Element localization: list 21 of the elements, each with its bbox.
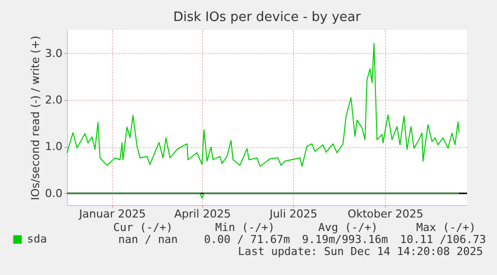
y-tick-label: 2.0 [45, 94, 62, 106]
text: 9.19m/993.16m [302, 233, 388, 246]
text: Last update: Sun Dec 14 14:20:08 2025 [238, 245, 483, 258]
x-tick-label: April 2025 [174, 208, 231, 220]
line-series [66, 43, 460, 167]
y-tick-label: 1.0 [45, 140, 62, 154]
y-tick-label: 0.0 [45, 186, 62, 200]
text: 0.00 / 71.67m [204, 233, 290, 246]
text: Min (-/+) [215, 221, 275, 234]
chart-title: Disk IOs per device - by year [173, 10, 362, 25]
x-tick-label: Juli 2025 [268, 208, 318, 220]
x-tick-label: Januar 2025 [78, 208, 146, 220]
text: Cur (-/+) [113, 221, 173, 234]
text: nan / nan [118, 233, 178, 246]
y-tick-label: 3.0 [45, 46, 62, 60]
text: Max (-/+) [416, 221, 476, 234]
legend-label: sda [27, 232, 47, 246]
text: Avg (-/+) [318, 221, 378, 234]
y-axis-title: IOs/second read (-) / write (+) [29, 36, 42, 200]
text: 10.11 /106.73 [400, 233, 486, 246]
x-tick-label: Oktober 2025 [348, 208, 424, 220]
